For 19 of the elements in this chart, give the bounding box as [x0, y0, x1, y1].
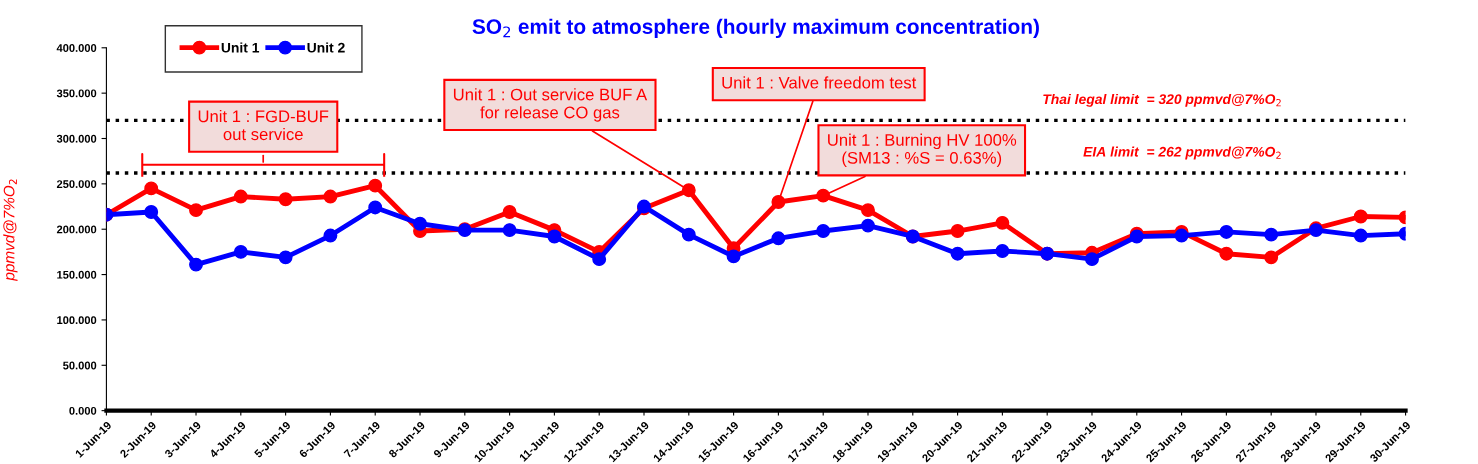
annotation: Unit 1 : Valve freedom test — [722, 76, 917, 89]
ref-line-label: Thai legal limit = 320 ppmvd@7%O$_{2}$ — [1043, 93, 1281, 107]
y-tick-label: 300.000 — [56, 134, 97, 143]
annotation: Unit 1 : Burning HV 100% (SM13 : %S = 0.63%) — [828, 133, 1017, 168]
annotation: Unit 1 : Out service BUF A for release CO gas — [453, 88, 648, 122]
legend-label: Unit 2 — [307, 42, 345, 53]
y-axis-title: ppmvd@7%O$_{2}$ — [3, 179, 18, 282]
legend-label: Unit 1 — [221, 42, 260, 53]
y-tick-label: 400.000 — [56, 44, 97, 52]
band-label: Unit 1 : FGD-BUF out service — [198, 109, 329, 141]
y-tick-label: 250.000 — [56, 180, 97, 188]
y-tick-label: 0.000 — [69, 406, 97, 415]
y-tick-label: 350.000 — [56, 89, 97, 98]
y-tick-label: 50.000 — [63, 361, 97, 370]
ref-line-label: EIA limit = 262 ppmvd@7%O$_{2}$ — [1083, 146, 1281, 160]
y-tick-label: 150.000 — [57, 270, 97, 279]
y-tick-label: 200.000 — [56, 225, 97, 234]
chart-title: SO$_{2}$ emit to atmosphere (hourly maximum concentration) — [472, 18, 1039, 39]
y-tick-label: 100.000 — [57, 316, 97, 325]
